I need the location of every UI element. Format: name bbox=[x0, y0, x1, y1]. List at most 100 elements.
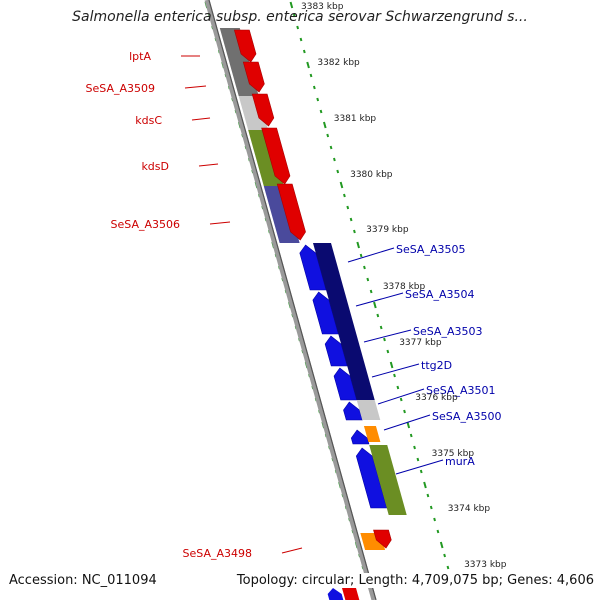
forward-strand-arrow[interactable] bbox=[251, 93, 275, 127]
outer-ruler-dot bbox=[356, 241, 360, 249]
leader-line bbox=[395, 459, 444, 475]
scale-tick-label: 3375 kbp bbox=[432, 449, 475, 459]
reverse-strand-arrow[interactable] bbox=[327, 588, 344, 600]
outer-dotted-ruler bbox=[289, 1, 450, 570]
scale-tick-label: 3383 kbp bbox=[301, 2, 344, 12]
gene-label-SeSA_A3498[interactable]: SeSA_A3498 bbox=[183, 547, 252, 560]
outer-ruler-dot bbox=[383, 337, 386, 342]
outer-ruler-dot bbox=[322, 121, 327, 129]
outer-ruler-dot bbox=[403, 409, 406, 414]
outer-ruler-dot bbox=[292, 13, 296, 18]
forward-strand-arrow[interactable] bbox=[342, 588, 360, 600]
gene-block-SeSA_A3501[interactable] bbox=[356, 400, 381, 420]
outer-ruler-dot bbox=[413, 445, 416, 450]
outer-ruler-dot bbox=[406, 421, 411, 429]
outer-ruler-dot bbox=[366, 277, 370, 282]
outer-ruler-dot bbox=[379, 325, 383, 330]
outer-ruler-dot bbox=[319, 109, 323, 114]
outer-ruler-dot bbox=[369, 289, 373, 294]
outer-ruler-dot bbox=[389, 361, 394, 369]
reverse-strand-arrow[interactable] bbox=[333, 367, 358, 401]
gene-block-murA[interactable] bbox=[369, 445, 407, 515]
scale-tick-label: 3382 kbp bbox=[317, 58, 360, 68]
gene-block-ttg2D[interactable] bbox=[346, 365, 375, 400]
outer-ruler-dot bbox=[343, 193, 346, 198]
scale-tick-label: 3373 kbp bbox=[464, 560, 507, 570]
outer-ruler-dot bbox=[306, 61, 310, 69]
outer-ruler-dot bbox=[416, 457, 420, 462]
gene-label-kdsD[interactable]: kdsD bbox=[141, 160, 169, 173]
forward-strand-arrow[interactable] bbox=[233, 29, 257, 63]
label-leader-lines bbox=[181, 55, 444, 554]
map-title: Salmonella enterica subsp. enterica sero… bbox=[72, 9, 528, 25]
outer-ruler-dot bbox=[399, 397, 403, 402]
outer-ruler-dot bbox=[346, 205, 350, 210]
outer-ruler-dot bbox=[329, 145, 333, 150]
outer-ruler-dot bbox=[333, 157, 336, 162]
gene-label-lptA[interactable]: lptA bbox=[129, 50, 151, 63]
outer-ruler-dot bbox=[393, 373, 396, 378]
leader-line bbox=[383, 414, 431, 431]
outer-ruler-dot bbox=[426, 493, 430, 498]
gene-label-ttg2D[interactable]: ttg2D bbox=[421, 359, 452, 372]
outer-ruler-dot bbox=[423, 481, 427, 489]
scale-tick-label: 3374 kbp bbox=[448, 504, 491, 514]
outer-ruler-dot bbox=[316, 97, 320, 102]
gene-block-SeSA_A3504[interactable] bbox=[326, 290, 357, 334]
gene-block-SeSA_A3500[interactable] bbox=[363, 426, 381, 442]
leader-line bbox=[281, 547, 303, 554]
scale-tick-label: 3376 kbp bbox=[415, 393, 458, 403]
feature-tracks bbox=[219, 28, 407, 600]
gene-label-SeSA_A3505[interactable]: SeSA_A3505 bbox=[396, 243, 465, 256]
reverse-strand-arrow[interactable] bbox=[299, 244, 327, 291]
reverse-strand-arrow[interactable] bbox=[312, 291, 339, 335]
leader-line bbox=[347, 247, 395, 263]
outer-ruler-dot bbox=[429, 505, 433, 510]
backbone bbox=[204, 0, 377, 600]
outer-ruler-dot bbox=[302, 49, 306, 54]
gene-label-SeSA_A3500[interactable]: SeSA_A3500 bbox=[432, 410, 501, 423]
reverse-strand-arrow[interactable] bbox=[324, 335, 348, 367]
scale-tick-label: 3379 kbp bbox=[366, 225, 409, 235]
outer-ruler-dot bbox=[446, 565, 450, 570]
outer-ruler-dot bbox=[373, 301, 377, 309]
gene-label-SeSA_A3504[interactable]: SeSA_A3504 bbox=[405, 288, 474, 301]
outer-ruler-dot bbox=[419, 469, 423, 474]
outer-ruler-dot bbox=[436, 529, 440, 534]
gene-label-SeSA_A3501[interactable]: SeSA_A3501 bbox=[426, 384, 495, 397]
outer-ruler-dot bbox=[386, 349, 390, 354]
forward-strand-arrow[interactable] bbox=[261, 127, 291, 185]
reverse-strand-arrow[interactable] bbox=[350, 429, 370, 445]
scale-tick-label: 3378 kbp bbox=[383, 282, 426, 292]
outer-ruler-dot bbox=[439, 541, 444, 549]
outer-ruler-dot bbox=[376, 313, 380, 318]
leader-line bbox=[355, 292, 404, 307]
outer-ruler-dot bbox=[289, 1, 294, 9]
gene-labels: lptA SeSA_A3509 kdsC kdsD SeSA_A3506 SeSA_A34… bbox=[86, 50, 502, 560]
outer-ruler-dot bbox=[443, 553, 446, 558]
reverse-strand-arrow[interactable] bbox=[355, 447, 388, 509]
forward-strand-arrow[interactable] bbox=[373, 529, 392, 549]
scale-tick-label: 3381 kbp bbox=[334, 114, 377, 124]
outer-ruler-dot bbox=[409, 433, 413, 438]
outer-ruler-dot bbox=[353, 229, 356, 234]
gene-block-SeSA_A3503[interactable] bbox=[338, 334, 365, 365]
gene-label-SeSA_A3509[interactable]: SeSA_A3509 bbox=[86, 82, 155, 95]
outer-ruler-dot bbox=[312, 85, 316, 90]
gene-label-murA[interactable]: murA bbox=[445, 455, 475, 468]
outer-ruler-dot bbox=[349, 217, 353, 222]
genome-summary-text: Topology: circular; Length: 4,709,075 bp… bbox=[236, 573, 594, 588]
outer-ruler-dot bbox=[339, 181, 344, 189]
outer-ruler-dot bbox=[309, 73, 313, 78]
scale-tick-label: 3380 kbp bbox=[350, 170, 393, 180]
reverse-strand-arrow[interactable] bbox=[343, 401, 363, 421]
gene-label-kdsC[interactable]: kdsC bbox=[135, 114, 162, 127]
outer-ruler-dot bbox=[296, 25, 300, 30]
forward-strand-arrow[interactable] bbox=[242, 61, 265, 93]
gene-label-SeSA_A3506[interactable]: SeSA_A3506 bbox=[111, 218, 180, 231]
gene-label-SeSA_A3503[interactable]: SeSA_A3503 bbox=[413, 325, 482, 338]
forward-strand-arrow[interactable] bbox=[276, 183, 306, 241]
gene-block-SeSA_A3505[interactable] bbox=[313, 243, 345, 290]
